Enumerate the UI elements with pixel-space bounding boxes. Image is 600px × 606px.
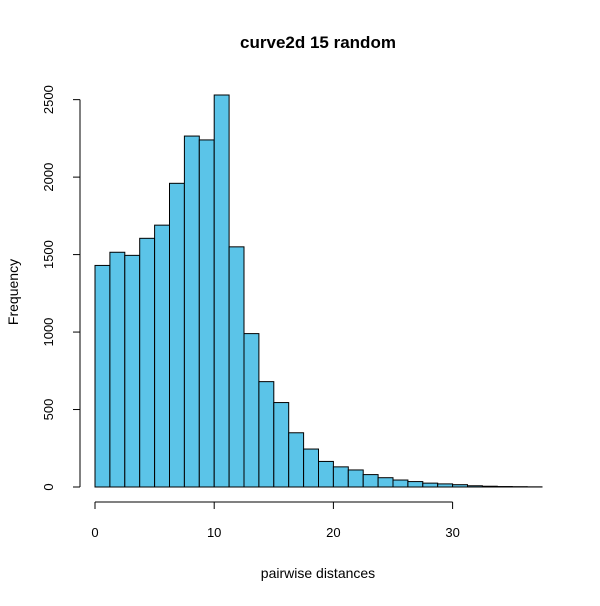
histogram-bar bbox=[348, 470, 363, 487]
histogram-bars bbox=[95, 95, 542, 487]
histogram-bar bbox=[319, 461, 334, 487]
histogram-bar bbox=[453, 485, 468, 487]
y-tick-label: 1000 bbox=[41, 318, 56, 347]
x-tick-label: 10 bbox=[207, 525, 221, 540]
chart-title: curve2d 15 random bbox=[240, 33, 396, 52]
histogram-bar bbox=[438, 484, 453, 487]
histogram-bar bbox=[393, 480, 408, 487]
histogram-bar bbox=[378, 478, 393, 487]
histogram-bar bbox=[274, 403, 289, 487]
x-axis-label: pairwise distances bbox=[261, 565, 375, 581]
histogram-bar bbox=[468, 486, 483, 487]
histogram-bar bbox=[125, 255, 140, 487]
x-tick-label: 30 bbox=[445, 525, 459, 540]
histogram-bar bbox=[229, 247, 244, 487]
histogram-bar bbox=[289, 433, 304, 487]
histogram-bar bbox=[259, 382, 274, 487]
y-tick-label: 500 bbox=[41, 399, 56, 421]
histogram-bar bbox=[408, 482, 423, 487]
histogram-bar bbox=[482, 486, 497, 487]
histogram-bar bbox=[363, 475, 378, 487]
x-tick-group: 0 10 20 30 bbox=[91, 502, 459, 540]
histogram-bar bbox=[214, 95, 229, 487]
histogram-bar bbox=[140, 238, 155, 487]
y-tick-label: 0 bbox=[41, 483, 56, 490]
histogram-bar bbox=[155, 225, 170, 487]
y-tick-label: 1500 bbox=[41, 240, 56, 269]
histogram-bar bbox=[95, 265, 110, 487]
histogram-bar bbox=[184, 136, 199, 487]
histogram-bar bbox=[199, 140, 214, 487]
histogram-bar bbox=[244, 334, 259, 487]
y-tick-label: 2500 bbox=[41, 85, 56, 114]
histogram-bar bbox=[110, 252, 125, 487]
histogram-bar bbox=[333, 467, 348, 487]
histogram-bar bbox=[304, 449, 319, 487]
y-tick-group: 0 500 1000 1500 2000 2500 bbox=[41, 85, 80, 490]
y-axis: 0 500 1000 1500 2000 2500 bbox=[41, 85, 80, 490]
histogram-bar bbox=[170, 183, 185, 487]
y-axis-label: Frequency bbox=[5, 259, 21, 325]
x-axis: 0 10 20 30 bbox=[91, 502, 459, 540]
x-tick-label: 20 bbox=[326, 525, 340, 540]
y-tick-label: 2000 bbox=[41, 163, 56, 192]
histogram-bar bbox=[423, 483, 438, 487]
x-tick-label: 0 bbox=[91, 525, 98, 540]
